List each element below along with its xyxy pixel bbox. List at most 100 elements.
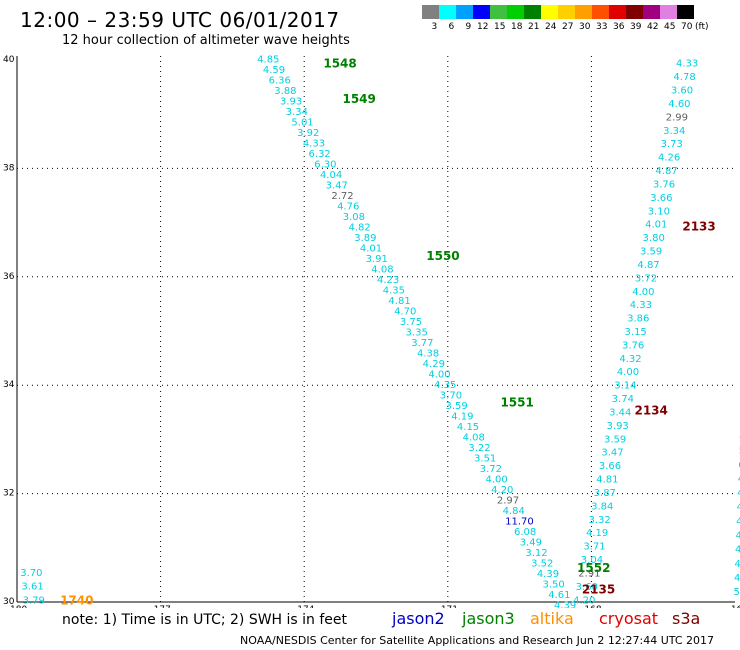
- swh-value-label: 3.74: [612, 394, 634, 405]
- swh-value-label: 2.99: [666, 112, 688, 123]
- swh-value-label: 4.00: [632, 287, 654, 298]
- legend-level-label: 33: [596, 22, 608, 32]
- legend-swatch: [541, 5, 558, 19]
- swh-value-label: 3.59: [446, 401, 468, 412]
- legend-swatch: [609, 5, 626, 19]
- swh-value-label: 4.60: [668, 99, 690, 110]
- swh-value-label: 6.36: [269, 75, 291, 86]
- swh-value-label: 3.60: [671, 86, 693, 97]
- swh-value-label: 3.60: [576, 582, 598, 593]
- legend-level-label: 6: [448, 22, 455, 32]
- swh-value-label: 3.34: [286, 107, 308, 118]
- pass-time-label: 1549: [342, 92, 375, 106]
- swh-value-label: 3.88: [274, 86, 296, 97]
- pass-time-label: 2135: [582, 582, 615, 596]
- swh-value-label: 4.23: [377, 275, 399, 286]
- legend-swatch: [490, 5, 507, 19]
- swh-value-label: 3.35: [406, 328, 428, 339]
- swh-value-label: 3.72: [480, 464, 502, 475]
- swh-value-label: 4.01: [360, 243, 382, 254]
- swh-value-label: 4.04: [320, 170, 342, 181]
- swh-value-label: 4.33: [676, 59, 698, 70]
- swh-value-label: 4.83: [735, 559, 740, 570]
- swh-value-label: 4.33: [630, 300, 652, 311]
- satellite-jason2: jason2: [392, 609, 445, 628]
- swh-value-label: 4.00: [428, 370, 450, 381]
- swh-value-label: 4.81: [596, 475, 618, 486]
- footnote: note: 1) Time is in UTC; 2) SWH is in fe…: [62, 612, 348, 628]
- swh-value-label: 3.22: [468, 443, 490, 454]
- swh-value-label: 4.00: [485, 475, 507, 486]
- legend-level-label: 21: [528, 22, 540, 32]
- swh-value-label: 3.15: [625, 327, 647, 338]
- legend-level-label: 36: [613, 22, 625, 32]
- swh-value-label: 3.91: [366, 254, 388, 265]
- lon-tick-label: -168: [581, 605, 602, 608]
- swh-value-label: 4.19: [586, 528, 608, 539]
- swh-value-label: 4.87: [637, 260, 659, 271]
- satellite-jason3: jason3: [462, 609, 515, 628]
- legend-level-label: 24: [545, 22, 557, 32]
- swh-value-label: 3.76: [622, 340, 644, 351]
- swh-value-label: 3.92: [297, 128, 319, 139]
- lon-tick-label: -171: [438, 605, 458, 608]
- swh-value-label: 3.10: [648, 206, 670, 217]
- page-subtitle: 12 hour collection of altimeter wave hei…: [62, 33, 350, 48]
- swh-value-label: 4.88: [736, 531, 740, 542]
- swh-value-label: 4.38: [417, 349, 439, 360]
- swh-value-label: 3.34: [663, 126, 685, 137]
- swh-value-label: 4.76: [337, 201, 359, 212]
- swh-value-label: 3.89: [354, 233, 376, 244]
- swh-value-label: 4.15: [457, 422, 479, 433]
- swh-value-label: 3.73: [661, 139, 683, 150]
- swh-value-label: 3.32: [589, 515, 611, 526]
- legend-level-label: 42: [647, 22, 659, 32]
- swh-value-label: 2.72: [331, 191, 353, 202]
- swh-value-label: 6.14: [738, 460, 740, 471]
- lon-tick-label: -177: [150, 605, 170, 608]
- lon-tick-label: -174: [294, 605, 315, 608]
- pass-time-label: 1551: [500, 395, 533, 409]
- swh-value-label: 3.80: [643, 233, 665, 244]
- credit-line: NOAA/NESDIS Center for Satellite Applica…: [240, 634, 715, 647]
- legend-level-label: 70: [681, 22, 693, 32]
- swh-value-label: 3.47: [326, 180, 348, 191]
- swh-value-label: 3.49: [520, 538, 542, 549]
- swh-value-label: 4.08: [463, 433, 485, 444]
- swh-value-label: 6.08: [514, 527, 536, 538]
- wave-height-map: -180-177-174-171-168-164038363432304.854…: [3, 54, 740, 608]
- swh-value-label: 3.08: [343, 212, 365, 223]
- swh-value-label: 3.93: [607, 421, 629, 432]
- swh-value-label: 4.81: [388, 296, 410, 307]
- swh-value-label: 5.87: [739, 446, 740, 457]
- swh-value-label: 3.44: [609, 407, 631, 418]
- legend-swatch: [507, 5, 524, 19]
- lat-tick-label: 38: [3, 163, 15, 173]
- swh-value-label: 4.33: [303, 138, 325, 149]
- swh-value-label: 3.50: [543, 580, 565, 591]
- lat-tick-label: 30: [3, 597, 15, 607]
- swh-value-label: 3.84: [591, 501, 613, 512]
- legend-swatch: [422, 5, 439, 19]
- satellite-s3a: s3a: [672, 609, 701, 628]
- legend-swatch: [643, 5, 660, 19]
- legend-swatch: [456, 5, 473, 19]
- legend-level-label: 30: [579, 22, 591, 32]
- satellite-altika: altika: [530, 609, 574, 628]
- legend-swatch: [592, 5, 609, 19]
- legend-swatch: [626, 5, 643, 19]
- lon-tick-label: -180: [7, 605, 28, 608]
- swh-value-label: 4.45: [735, 545, 740, 556]
- swh-value-label: 3.93: [280, 96, 302, 107]
- swh-value-label: 4.59: [263, 65, 285, 76]
- swh-value-label: 4.00: [617, 367, 639, 378]
- swh-value-label: 3.79: [23, 595, 45, 606]
- swh-value-label: 4.85: [257, 54, 279, 65]
- pass-time-label: 1552: [577, 561, 610, 575]
- swh-value-label: 3.14: [614, 381, 636, 392]
- legend-swatch: [558, 5, 575, 19]
- swh-value-label: 3.52: [531, 559, 553, 570]
- legend-level-label: 45: [664, 22, 676, 32]
- swh-value-label: 3.12: [525, 548, 547, 559]
- swh-value-label: 4.20: [573, 595, 595, 606]
